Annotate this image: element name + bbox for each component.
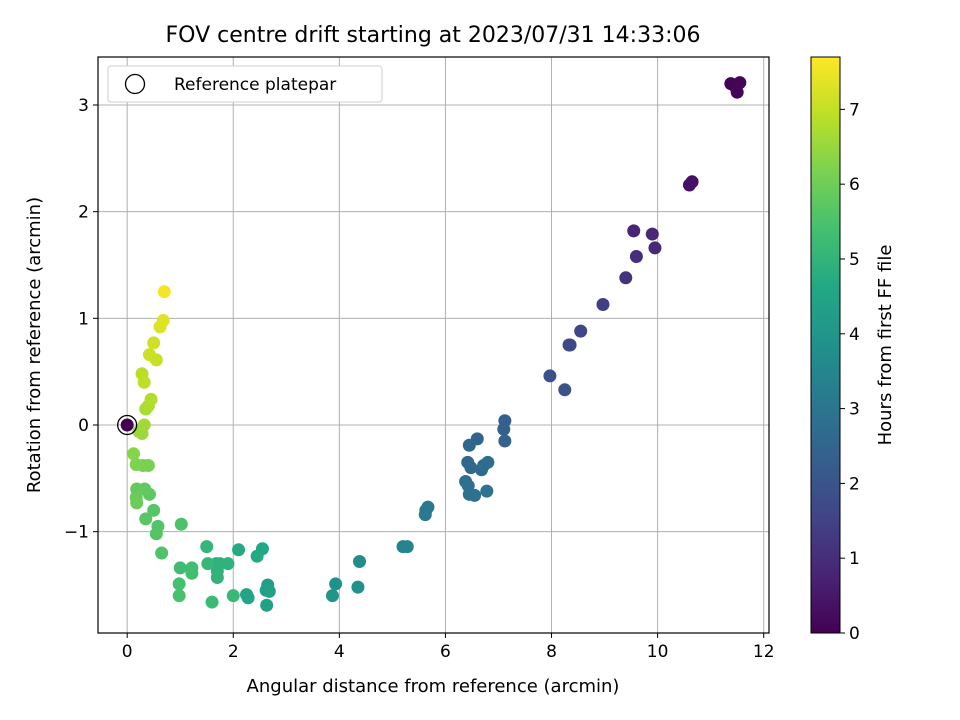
data-point bbox=[329, 577, 343, 591]
colorbar-tick-label: 1 bbox=[849, 549, 860, 569]
x-tick-label: 0 bbox=[122, 642, 133, 662]
data-point bbox=[172, 577, 186, 591]
data-point bbox=[144, 392, 158, 406]
data-point bbox=[498, 434, 512, 448]
reference-marker bbox=[117, 414, 138, 436]
legend: Reference platepar bbox=[107, 65, 383, 103]
y-axis-ticks: −1 0 1 2 3 bbox=[64, 96, 98, 543]
chart-title: FOV centre drift starting at 2023/07/31 … bbox=[166, 23, 701, 48]
x-tick-label: 6 bbox=[440, 642, 451, 662]
data-point bbox=[157, 285, 171, 299]
legend-box bbox=[107, 65, 383, 103]
data-point bbox=[462, 438, 476, 452]
data-point bbox=[172, 589, 186, 603]
grid-lines bbox=[98, 57, 769, 633]
data-point bbox=[596, 297, 610, 311]
y-tick-label: −1 bbox=[64, 523, 89, 543]
x-tick-label: 10 bbox=[647, 642, 669, 662]
data-point bbox=[155, 546, 169, 560]
y-tick-label: 2 bbox=[78, 203, 89, 223]
data-point bbox=[353, 555, 367, 569]
data-point bbox=[129, 457, 143, 471]
data-point bbox=[210, 571, 224, 585]
data-point bbox=[201, 557, 215, 571]
data-point bbox=[619, 271, 633, 285]
data-point bbox=[205, 595, 219, 609]
data-point bbox=[147, 336, 161, 350]
legend-label-reference: Reference platepar bbox=[174, 75, 336, 95]
data-point bbox=[468, 488, 482, 502]
x-tick-label: 2 bbox=[228, 642, 239, 662]
y-axis-label: Rotation from reference (arcmin) bbox=[24, 197, 45, 493]
data-point bbox=[730, 85, 744, 99]
data-point bbox=[645, 227, 659, 241]
data-point bbox=[325, 589, 339, 603]
data-point bbox=[147, 503, 161, 517]
data-point bbox=[156, 313, 170, 327]
data-point bbox=[400, 540, 414, 554]
x-tick-label: 4 bbox=[334, 642, 345, 662]
colorbar-tick-label: 5 bbox=[849, 250, 860, 270]
data-point bbox=[139, 512, 153, 526]
data-point bbox=[141, 459, 155, 473]
data-point bbox=[480, 484, 494, 498]
colorbar-ticks: 0 1 2 3 4 5 6 7 bbox=[840, 100, 860, 644]
data-point bbox=[142, 348, 156, 362]
y-tick-label: 3 bbox=[78, 96, 89, 116]
plot-frame bbox=[97, 56, 770, 634]
data-point bbox=[418, 508, 432, 522]
legend-marker-reference bbox=[124, 73, 146, 95]
y-tick-label: 1 bbox=[78, 309, 89, 329]
colorbar-tick-label: 7 bbox=[849, 100, 860, 120]
data-point bbox=[130, 496, 144, 510]
data-point bbox=[200, 540, 214, 554]
data-point bbox=[173, 561, 187, 575]
data-point bbox=[260, 598, 274, 612]
data-point bbox=[120, 418, 134, 432]
data-point bbox=[574, 324, 588, 338]
y-tick-label: 0 bbox=[78, 416, 89, 436]
data-point bbox=[221, 557, 235, 571]
data-point bbox=[137, 418, 151, 432]
data-point bbox=[543, 369, 557, 383]
data-point bbox=[262, 584, 276, 598]
data-point bbox=[241, 591, 255, 605]
data-point bbox=[174, 517, 188, 531]
colorbar-tick-label: 0 bbox=[849, 624, 860, 644]
x-axis-label: Angular distance from reference (arcmin) bbox=[247, 676, 620, 697]
colorbar: 0 1 2 3 4 5 6 7 Hours from first FF file bbox=[810, 56, 896, 644]
colorbar-label: Hours from first FF file bbox=[875, 245, 896, 446]
data-point bbox=[562, 338, 576, 352]
colorbar-tick-label: 6 bbox=[849, 175, 860, 195]
data-point bbox=[226, 589, 240, 603]
colorbar-tick-label: 3 bbox=[849, 400, 860, 420]
data-point bbox=[481, 455, 495, 469]
data-point bbox=[464, 461, 478, 475]
data-point bbox=[682, 178, 696, 192]
x-tick-label: 12 bbox=[753, 642, 775, 662]
colorbar-tick-label: 2 bbox=[849, 474, 860, 494]
data-point bbox=[627, 224, 641, 238]
data-point bbox=[351, 580, 365, 594]
data-points bbox=[117, 76, 747, 612]
data-point bbox=[558, 383, 572, 397]
data-point bbox=[629, 249, 643, 263]
data-point bbox=[497, 422, 511, 436]
colorbar-tick-label: 4 bbox=[849, 325, 860, 345]
x-tick-label: 8 bbox=[546, 642, 557, 662]
data-point bbox=[127, 447, 141, 461]
data-point bbox=[648, 241, 662, 255]
data-point bbox=[137, 375, 151, 389]
data-point bbox=[149, 527, 163, 541]
x-axis-ticks: 0 2 4 6 8 10 12 bbox=[122, 633, 775, 662]
colorbar-gradient bbox=[810, 56, 841, 634]
data-point bbox=[185, 566, 199, 580]
data-point bbox=[232, 543, 246, 557]
data-point bbox=[250, 549, 264, 563]
